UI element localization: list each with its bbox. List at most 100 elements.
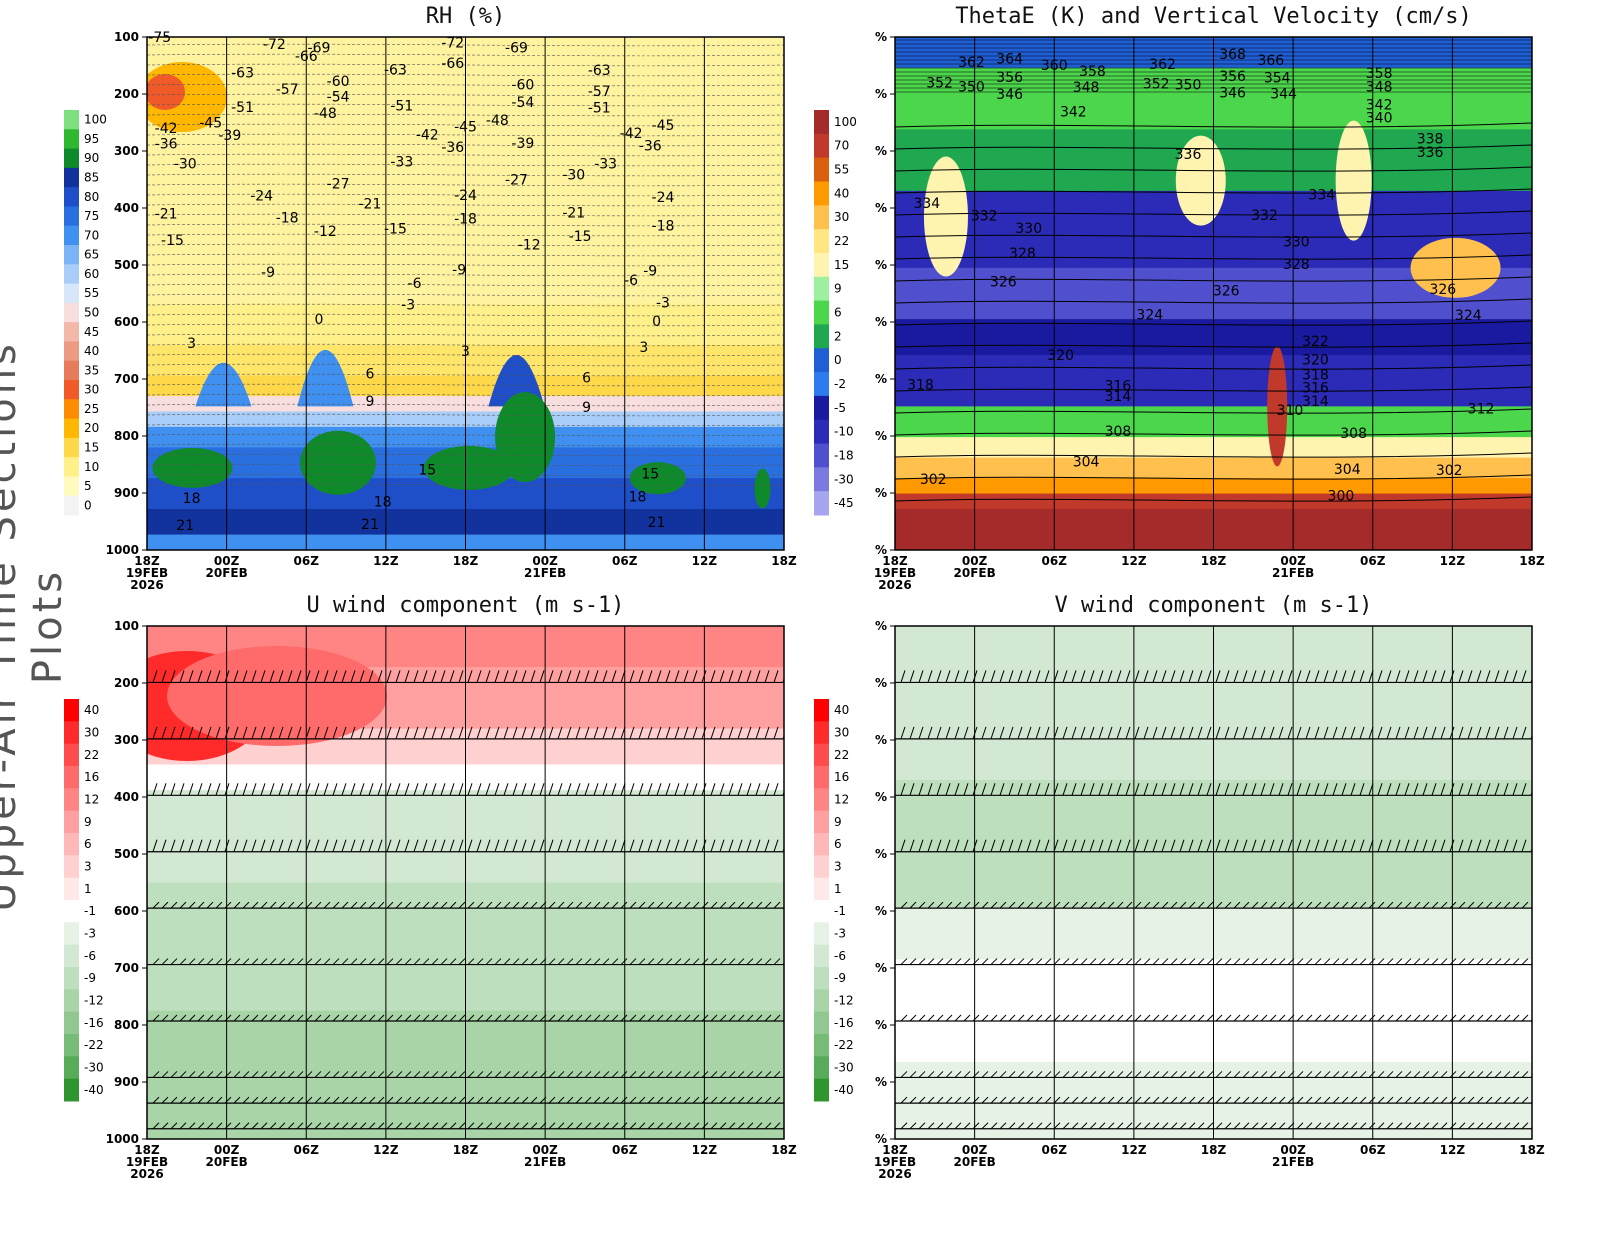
contour-label: -57 [276, 82, 299, 98]
wind-barb [1017, 1096, 1025, 1104]
wind-barb [936, 1122, 944, 1130]
wind-barb [1080, 958, 1088, 965]
contour-label: 332 [1251, 208, 1278, 224]
wind-barb [1260, 726, 1266, 740]
wind-barb [1215, 901, 1223, 909]
wind-barb [656, 901, 664, 909]
wind-barb [1269, 839, 1275, 852]
wind-barb [1152, 958, 1160, 965]
wind-barb [1449, 1014, 1457, 1022]
wind-barb [1269, 1071, 1277, 1078]
wind-barb [440, 1014, 448, 1022]
wind-barb [1350, 1096, 1358, 1104]
wind-barb [1305, 783, 1311, 796]
wind-barb [1233, 670, 1239, 683]
wind-barb [1485, 1122, 1493, 1130]
theta-isentrope [895, 342, 1532, 348]
wind-barb [1152, 901, 1160, 909]
wind-barb [1503, 1071, 1511, 1078]
wind-barb [431, 726, 437, 740]
wind-barb [251, 901, 259, 909]
wind-barb [611, 1122, 619, 1130]
wind-barb [206, 839, 212, 852]
wind-barb [954, 1014, 962, 1022]
wind-barb [233, 726, 239, 740]
wind-barb [1179, 901, 1187, 909]
wind-barb [368, 670, 374, 683]
wind-barb [719, 958, 727, 965]
wind-barb [999, 1014, 1007, 1022]
wind-barb [1440, 901, 1448, 909]
wind-barb [260, 839, 266, 852]
wind-barb [1251, 958, 1259, 965]
wind-barb [1278, 1096, 1286, 1104]
wind-barb [494, 1122, 502, 1130]
wind-barb [909, 839, 915, 852]
isotherm [147, 343, 784, 347]
wind-barb [1044, 1122, 1052, 1130]
wind-barb [359, 901, 367, 909]
theta-isentrope [895, 166, 1532, 172]
wind-barb [314, 670, 320, 683]
contour-label: -15 [384, 222, 407, 238]
wind-barb [900, 958, 908, 965]
wind-barb [629, 958, 637, 965]
wind-barb [602, 958, 610, 965]
wind-barb [1323, 670, 1329, 683]
wind-barb [719, 901, 727, 909]
wind-barb [458, 783, 464, 796]
wind-barb [395, 839, 401, 852]
contour-label: 310 [1277, 403, 1304, 419]
wind-barb [602, 1096, 610, 1104]
contour-label: 364 [996, 52, 1023, 68]
wind-barb [1008, 1014, 1016, 1022]
wind-barb [296, 1122, 304, 1130]
wind-barb [512, 670, 518, 683]
wind-barb [413, 901, 421, 909]
wind-barb [314, 783, 320, 796]
wind-barb [1359, 1071, 1367, 1078]
wind-barb [386, 1071, 394, 1078]
wind-barb [323, 901, 331, 909]
wind-barb [710, 783, 716, 796]
colorbar-label: 40 [834, 703, 849, 717]
colorbar-label: -9 [84, 971, 96, 985]
wind-barb [954, 1096, 962, 1104]
wind-barb [1242, 1071, 1250, 1078]
wind-barb [233, 958, 241, 965]
wind-barb [1188, 726, 1194, 740]
panel-1: 18Z 00Z 06Z 12Z 18Z 00Z 06Z 12Z 18Z19FEB202620FE… [64, 4, 797, 592]
wind-barb [557, 839, 563, 852]
wind-barb [927, 958, 935, 965]
wind-barb [287, 726, 293, 740]
wind-barb [1350, 1014, 1358, 1022]
wind-barb [494, 726, 500, 740]
wind-barb [1305, 901, 1313, 909]
contour-label: -75 [148, 30, 171, 46]
wind-barb [701, 1014, 709, 1022]
wind-barb [1395, 1014, 1403, 1022]
wind-barb [566, 1122, 574, 1130]
wind-barb [1413, 1096, 1421, 1104]
wind-barb [467, 901, 475, 909]
wind-barb [449, 1071, 457, 1078]
wind-barb [963, 1071, 971, 1078]
isotherm [147, 423, 784, 427]
x-tick-label: 00Z [214, 554, 240, 568]
wind-barb [954, 839, 960, 852]
colorbar-swatch [64, 855, 79, 879]
wind-barb [927, 1096, 935, 1104]
wind-barb [611, 1096, 619, 1104]
wind-barb [1143, 1014, 1151, 1022]
wind-barb [431, 1122, 439, 1130]
wind-barb [1035, 783, 1041, 796]
theta-isentrope [895, 188, 1532, 194]
isotherm [147, 373, 784, 377]
x-tick-label: 00Z [214, 1143, 240, 1157]
wind-barb [1188, 958, 1196, 965]
wind-barb [1332, 958, 1340, 965]
wind-barb [683, 1122, 691, 1130]
wind-barb [1242, 901, 1250, 909]
colorbar-swatch [814, 252, 829, 278]
wind-barb [1098, 1014, 1106, 1022]
